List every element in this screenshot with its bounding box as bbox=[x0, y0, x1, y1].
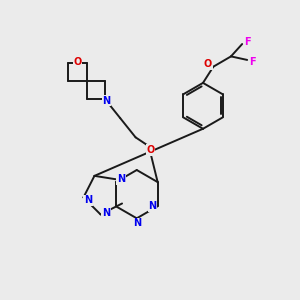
Text: F: F bbox=[249, 57, 256, 67]
Text: N: N bbox=[148, 201, 157, 211]
Text: N: N bbox=[133, 218, 141, 228]
Text: N: N bbox=[102, 208, 110, 218]
Text: O: O bbox=[74, 57, 82, 67]
Text: N: N bbox=[84, 195, 92, 205]
Text: O: O bbox=[146, 145, 154, 155]
Text: N: N bbox=[102, 95, 110, 106]
Text: F: F bbox=[244, 37, 251, 47]
Text: O: O bbox=[204, 59, 212, 69]
Text: N: N bbox=[117, 174, 125, 184]
